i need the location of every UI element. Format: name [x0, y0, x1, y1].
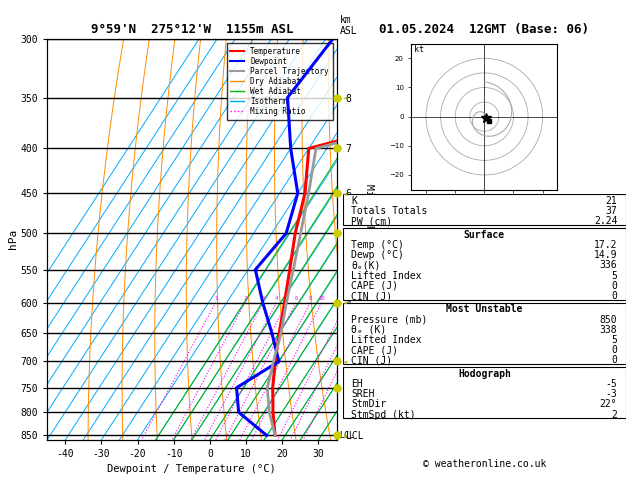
- Text: Lifted Index: Lifted Index: [351, 271, 422, 280]
- Bar: [343, 228, 626, 300]
- Bar: [343, 367, 626, 418]
- Text: 0: 0: [611, 355, 617, 365]
- Text: 17.2: 17.2: [594, 240, 617, 250]
- Text: 0: 0: [611, 291, 617, 301]
- Text: LCL: LCL: [340, 431, 354, 440]
- Text: 0: 0: [611, 345, 617, 355]
- Text: ◄: ◄: [343, 300, 347, 306]
- Text: 6: 6: [294, 296, 298, 301]
- Text: EH: EH: [351, 379, 363, 389]
- Y-axis label: hPa: hPa: [8, 229, 18, 249]
- Text: CIN (J): CIN (J): [351, 291, 392, 301]
- Text: ◄: ◄: [343, 359, 347, 364]
- Text: 850: 850: [599, 314, 617, 325]
- Text: 1: 1: [214, 296, 217, 301]
- Bar: [343, 194, 626, 225]
- Text: ◄: ◄: [343, 95, 347, 101]
- Text: CAPE (J): CAPE (J): [351, 281, 398, 291]
- Text: 5: 5: [286, 296, 289, 301]
- X-axis label: Dewpoint / Temperature (°C): Dewpoint / Temperature (°C): [108, 465, 276, 474]
- Text: K: K: [351, 196, 357, 206]
- Text: 22°: 22°: [599, 399, 617, 409]
- Text: -3: -3: [606, 389, 617, 399]
- Text: 2.24: 2.24: [594, 216, 617, 226]
- Bar: [343, 303, 626, 364]
- Text: 3: 3: [261, 296, 265, 301]
- Legend: Temperature, Dewpoint, Parcel Trajectory, Dry Adiabat, Wet Adiabat, Isotherm, Mi: Temperature, Dewpoint, Parcel Trajectory…: [226, 43, 333, 120]
- Text: 37: 37: [606, 206, 617, 216]
- Text: CAPE (J): CAPE (J): [351, 345, 398, 355]
- Text: StmSpd (kt): StmSpd (kt): [351, 410, 416, 420]
- Text: 336: 336: [599, 260, 617, 270]
- Y-axis label: Mixing Ratio (g/kg): Mixing Ratio (g/kg): [364, 184, 374, 295]
- Text: 5: 5: [611, 271, 617, 280]
- Text: Most Unstable: Most Unstable: [446, 304, 523, 314]
- Text: 01.05.2024  12GMT (Base: 06): 01.05.2024 12GMT (Base: 06): [379, 23, 589, 36]
- Text: © weatheronline.co.uk: © weatheronline.co.uk: [423, 459, 546, 469]
- Text: PW (cm): PW (cm): [351, 216, 392, 226]
- Text: 338: 338: [599, 325, 617, 335]
- Text: 4: 4: [275, 296, 278, 301]
- Text: ◄: ◄: [343, 190, 347, 196]
- Text: kt: kt: [415, 46, 425, 54]
- Text: Dewp (°C): Dewp (°C): [351, 250, 404, 260]
- Text: Lifted Index: Lifted Index: [351, 335, 422, 345]
- Text: 0: 0: [611, 281, 617, 291]
- Text: 10: 10: [318, 296, 325, 301]
- Text: km
ASL: km ASL: [340, 15, 357, 36]
- Text: -5: -5: [606, 379, 617, 389]
- Text: 8: 8: [308, 296, 312, 301]
- Text: θₑ(K): θₑ(K): [351, 260, 381, 270]
- Text: Temp (°C): Temp (°C): [351, 240, 404, 250]
- Text: Surface: Surface: [464, 230, 505, 240]
- Text: θₑ (K): θₑ (K): [351, 325, 387, 335]
- Text: Totals Totals: Totals Totals: [351, 206, 428, 216]
- Text: 14.9: 14.9: [594, 250, 617, 260]
- Text: Pressure (mb): Pressure (mb): [351, 314, 428, 325]
- Text: ◄: ◄: [343, 433, 347, 438]
- Text: 2: 2: [611, 410, 617, 420]
- Text: 2: 2: [243, 296, 247, 301]
- Text: SREH: SREH: [351, 389, 375, 399]
- Text: CIN (J): CIN (J): [351, 355, 392, 365]
- Text: Hodograph: Hodograph: [458, 369, 511, 379]
- Text: 5: 5: [611, 335, 617, 345]
- Text: 9°59'N  275°12'W  1155m ASL: 9°59'N 275°12'W 1155m ASL: [91, 23, 293, 36]
- Text: 21: 21: [606, 196, 617, 206]
- Text: StmDir: StmDir: [351, 399, 387, 409]
